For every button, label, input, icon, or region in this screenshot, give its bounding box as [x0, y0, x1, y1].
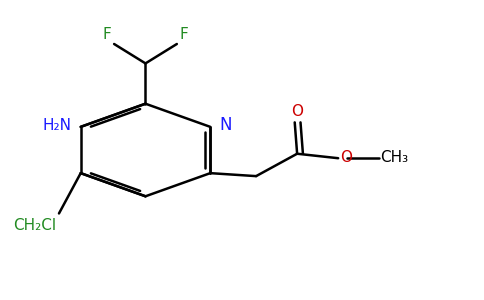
- Text: F: F: [179, 27, 188, 42]
- Text: O: O: [291, 104, 303, 119]
- Text: O: O: [341, 150, 352, 165]
- Text: H₂N: H₂N: [42, 118, 71, 133]
- Text: N: N: [219, 116, 231, 134]
- Text: CH₃: CH₃: [380, 150, 409, 165]
- Text: F: F: [103, 27, 112, 42]
- Text: CH₂Cl: CH₂Cl: [14, 218, 57, 233]
